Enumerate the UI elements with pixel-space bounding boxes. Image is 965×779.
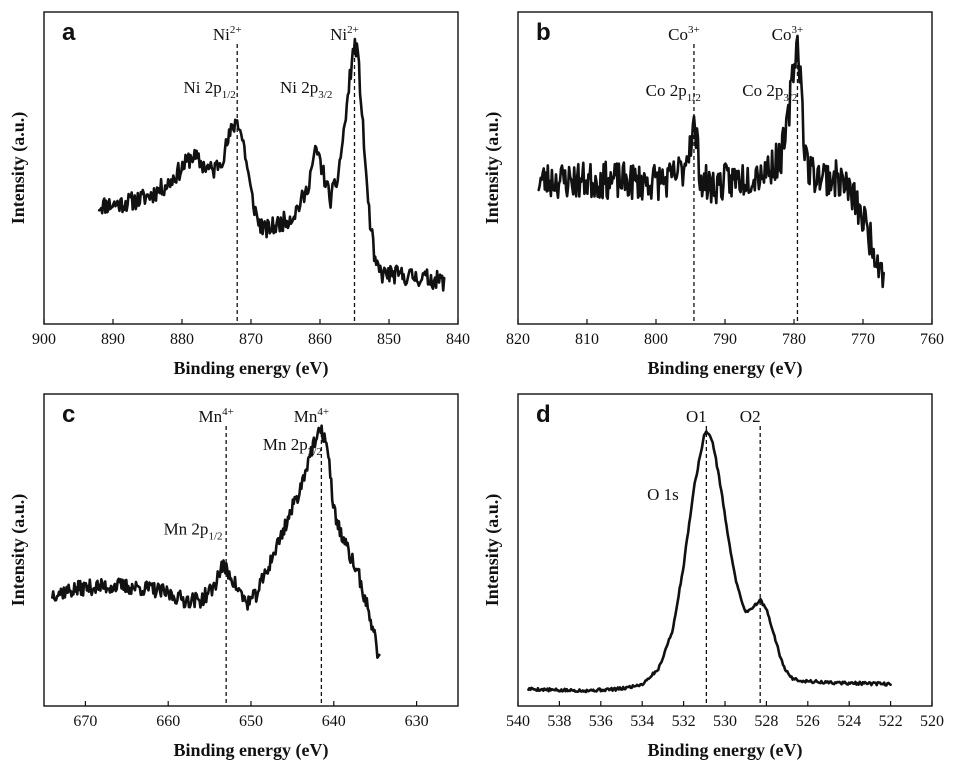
x-tick-label: 522	[879, 713, 903, 730]
y-axis-title: Intensity (a.u.)	[8, 112, 29, 225]
x-tick-label: 650	[239, 713, 263, 730]
panel-letter: b	[536, 19, 551, 46]
x-tick-label: 790	[713, 331, 737, 348]
panel-b: b 820 810 800 790 780 770 760 Binding energy (eV…	[482, 11, 944, 379]
peak-label: Co3+	[668, 24, 700, 44]
y-axis-title: Intensity (a.u.)	[8, 494, 29, 607]
x-tick-label: 540	[506, 713, 530, 730]
x-tick-label: 528	[754, 713, 778, 730]
spectrum-line-b	[537, 34, 885, 289]
x-tick-label: 532	[672, 713, 696, 730]
peak-label: Mn4+	[198, 406, 233, 426]
orbital-annotation: Co 2p3/2	[742, 81, 797, 104]
panel-letter: c	[62, 401, 75, 428]
x-tick-label: 660	[156, 713, 180, 730]
x-tick-label: 810	[575, 331, 599, 348]
peak-label: O2	[740, 407, 761, 426]
spectrum-line-d	[527, 430, 892, 694]
x-tick-label: 870	[239, 331, 263, 348]
x-tick-label: 670	[73, 713, 97, 730]
orbital-annotation: Co 2p1/2	[646, 81, 701, 104]
spectrum-line-c	[51, 424, 381, 659]
peak-label: O1	[686, 407, 707, 426]
peak-label: Ni2+	[213, 24, 242, 44]
plot-frame	[43, 393, 459, 707]
x-tick-label: 640	[322, 713, 346, 730]
x-tick-label: 850	[377, 331, 401, 348]
x-tick-label: 760	[920, 331, 944, 348]
peak-label: Ni2+	[330, 24, 359, 44]
x-axis-title: Binding energy (eV)	[174, 358, 329, 379]
x-tick-label: 840	[446, 331, 470, 348]
x-axis-title: Binding energy (eV)	[648, 740, 803, 761]
peak-label: Co3+	[772, 24, 804, 44]
orbital-annotation: O 1s	[647, 485, 679, 504]
x-tick-label: 524	[837, 713, 861, 730]
x-tick-label: 800	[644, 331, 668, 348]
panel-letter: d	[536, 401, 551, 428]
panel-letter: a	[62, 19, 76, 46]
panel-d: d 540 538 536 534 532 530 528 526 524 522 520 Bindin…	[482, 393, 944, 761]
x-tick-label: 860	[308, 331, 332, 348]
orbital-annotation: Ni 2p3/2	[280, 78, 332, 101]
x-tick-label: 536	[589, 713, 613, 730]
panel-a: a 900 890 880 870 860 850 840 Binding energy (eV…	[8, 11, 470, 379]
x-tick-label: 630	[405, 713, 429, 730]
panel-c: c 670 660 650 640 630 Binding energy (eV) Inten…	[8, 393, 459, 761]
x-tick-label: 780	[782, 331, 806, 348]
x-tick-label: 538	[547, 713, 571, 730]
x-tick-label: 770	[851, 331, 875, 348]
x-tick-label: 900	[32, 331, 56, 348]
x-axis-title: Binding energy (eV)	[174, 740, 329, 761]
plot-frame	[517, 393, 933, 707]
x-tick-label: 520	[920, 713, 944, 730]
y-axis-title: Intensity (a.u.)	[482, 112, 503, 225]
orbital-annotation: Ni 2p1/2	[183, 78, 235, 101]
x-tick-label: 530	[713, 713, 737, 730]
x-tick-label: 534	[630, 713, 654, 730]
x-tick-label: 890	[101, 331, 125, 348]
y-axis-title: Intensity (a.u.)	[482, 494, 503, 607]
x-tick-label: 880	[170, 331, 194, 348]
orbital-annotation: Mn 2p1/2	[164, 519, 223, 542]
spectrum-line-a	[97, 37, 446, 292]
peak-label: Mn4+	[294, 406, 329, 426]
x-tick-label: 526	[796, 713, 820, 730]
x-tick-label: 820	[506, 331, 530, 348]
orbital-annotation: Mn 2p3/2	[263, 435, 322, 458]
x-axis-title: Binding energy (eV)	[648, 358, 803, 379]
